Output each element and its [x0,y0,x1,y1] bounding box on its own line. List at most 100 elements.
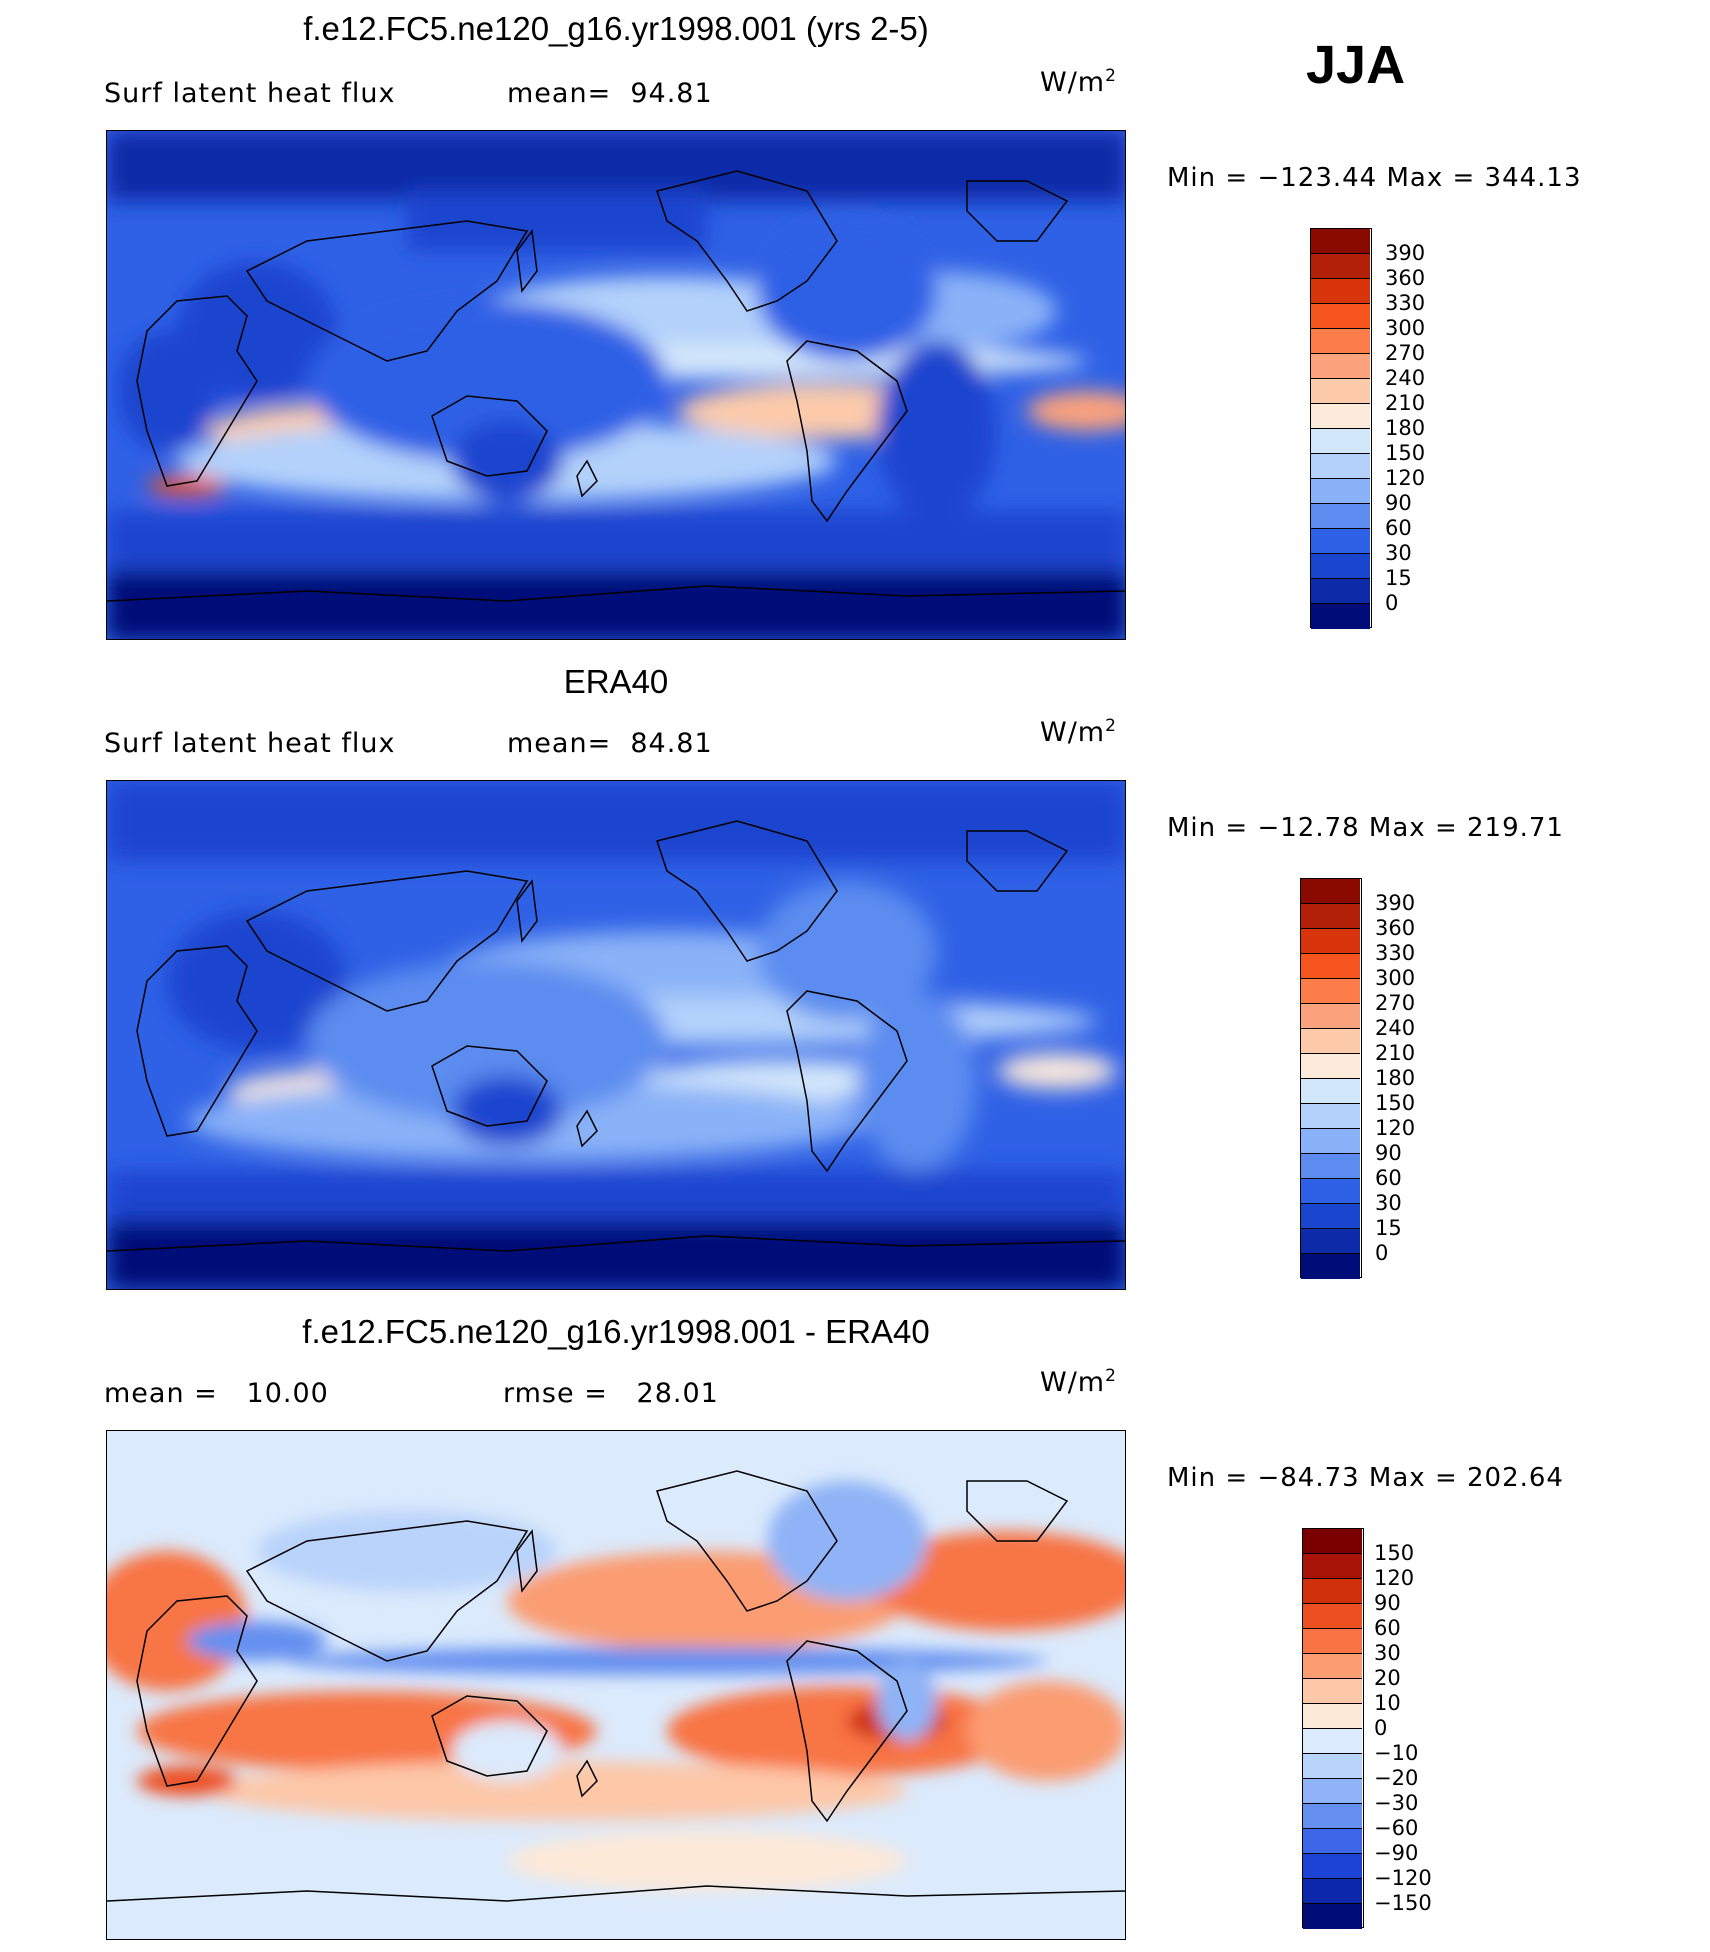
colorbar-tick-label: 0 [1385,591,1399,615]
colorbar-swatch [1301,1104,1360,1129]
colorbar-tick-label: 270 [1375,991,1416,1015]
colorbar-swatch [1303,1629,1362,1654]
colorbar-tick-label: 120 [1375,1116,1416,1140]
colorbar-tick-label: 180 [1385,416,1426,440]
colorbar-swatch [1301,1179,1360,1204]
colorbar-swatch [1301,1029,1360,1054]
colorbar-swatch [1311,254,1370,279]
colorbar-tick-label: 30 [1375,1191,1402,1215]
colorbar-swatch [1303,1654,1362,1679]
colorbar-tick-label: 300 [1375,966,1416,990]
colorbar-tick-label: 60 [1385,516,1412,540]
colorbar-swatch [1301,1004,1360,1029]
colorbar-tick-label: 240 [1385,366,1426,390]
colorbar-tick-label: 150 [1385,441,1426,465]
panel-1-map [106,130,1126,640]
colorbar-tick-label: −20 [1374,1766,1419,1790]
colorbar-tick-label: 150 [1374,1541,1415,1565]
colorbar-swatch [1311,529,1370,554]
colorbar-swatch [1303,1879,1362,1904]
panel-3-units: W/m2 [1040,1366,1117,1398]
colorbar-tick-label: 120 [1374,1566,1415,1590]
colorbar-tick-label: 210 [1375,1041,1416,1065]
colorbar-swatch [1311,379,1370,404]
panel-2-map-svg [107,781,1125,1289]
panel-1-title: f.e12.FC5.ne120_g16.yr1998.001 (yrs 2-5) [303,10,929,47]
colorbar-tick-label: 90 [1385,491,1412,515]
colorbar-swatch [1301,904,1360,929]
colorbar-tick-label: 240 [1375,1016,1416,1040]
colorbar-tick-label: 20 [1374,1666,1401,1690]
colorbar-swatch [1311,604,1370,629]
colorbar-swatch [1303,1579,1362,1604]
colorbar-swatch [1301,1129,1360,1154]
panel-2-title: ERA40 [563,663,669,700]
colorbar-swatch [1301,1229,1360,1254]
colorbar-tick-label: −120 [1374,1866,1432,1890]
colorbar-swatch [1301,1079,1360,1104]
colorbar-tick-label: 15 [1385,566,1412,590]
colorbar-tick-label: 360 [1385,266,1426,290]
colorbar-tick-label: −30 [1374,1791,1419,1815]
colorbar-swatch [1311,404,1370,429]
colorbar-swatch [1311,229,1370,254]
colorbar-tick-label: −10 [1374,1741,1419,1765]
colorbar-swatch [1303,1704,1362,1729]
panel-1-units: W/m2 [1040,66,1117,98]
panel-3-min-max: Min = −84.73 Max = 202.64 [1167,1463,1564,1493]
colorbar-swatch [1311,304,1370,329]
panel-3-rmse-label: rmse = 28.01 [503,1378,719,1409]
panel-2-mean-label: mean= 84.81 [507,728,713,759]
colorbar-tick-label: 30 [1385,541,1412,565]
colorbar-tick-label: 90 [1374,1591,1401,1615]
panel-1-variable-label: Surf latent heat flux [104,78,396,109]
colorbar-swatch [1311,279,1370,304]
colorbar-tick-label: 30 [1374,1641,1401,1665]
colorbar-swatch [1311,329,1370,354]
colorbar-swatch [1303,1779,1362,1804]
colorbar-swatch [1301,1254,1360,1279]
colorbar-swatch [1311,454,1370,479]
colorbar-tick-label: 120 [1385,466,1426,490]
colorbar-tick-label: 150 [1375,1091,1416,1115]
colorbar-tick-label: 390 [1375,891,1416,915]
panel-3-map [106,1430,1126,1940]
colorbar-tick-label: 180 [1375,1066,1416,1090]
colorbar-tick-label: 15 [1375,1216,1402,1240]
colorbar-tick-label: 0 [1375,1241,1389,1265]
colorbar-tick-label: −150 [1374,1891,1432,1915]
season-label: JJA [1306,35,1406,95]
panel-2-map [106,780,1126,1290]
colorbar-swatch [1303,1829,1362,1854]
colorbar-swatch [1311,479,1370,504]
colorbar-swatch [1301,1054,1360,1079]
colorbar-swatch [1301,1154,1360,1179]
panel-2-units: W/m2 [1040,716,1117,748]
colorbar-swatch [1301,979,1360,1004]
panel-1-mean-label: mean= 94.81 [507,78,713,109]
colorbar-tick-label: 90 [1375,1141,1402,1165]
colorbar-swatch [1303,1604,1362,1629]
colorbar-swatch [1301,929,1360,954]
panel-2-min-max: Min = −12.78 Max = 219.71 [1167,813,1564,843]
colorbar-swatch [1303,1754,1362,1779]
colorbar-swatch [1303,1854,1362,1879]
colorbar-swatch [1311,429,1370,454]
colorbar-tick-label: 60 [1374,1616,1401,1640]
colorbar-swatch [1311,579,1370,604]
colorbar-swatch [1311,554,1370,579]
colorbar-tick-label: 0 [1374,1716,1388,1740]
colorbar-tick-label: 330 [1385,291,1426,315]
colorbar-tick-label: 330 [1375,941,1416,965]
colorbar-tick-label: 390 [1385,241,1426,265]
panel-3-title: f.e12.FC5.ne120_g16.yr1998.001 - ERA40 [302,1313,930,1350]
colorbar-swatch [1301,954,1360,979]
panel-3-map-svg [107,1431,1125,1939]
panel-1-min-max: Min = −123.44 Max = 344.13 [1167,163,1582,193]
colorbar-tick-label: 360 [1375,916,1416,940]
colorbar-swatch [1311,354,1370,379]
colorbar-box [1310,228,1372,629]
panel-2-variable-label: Surf latent heat flux [104,728,396,759]
colorbar-tick-label: 270 [1385,341,1426,365]
colorbar-tick-label: 210 [1385,391,1426,415]
